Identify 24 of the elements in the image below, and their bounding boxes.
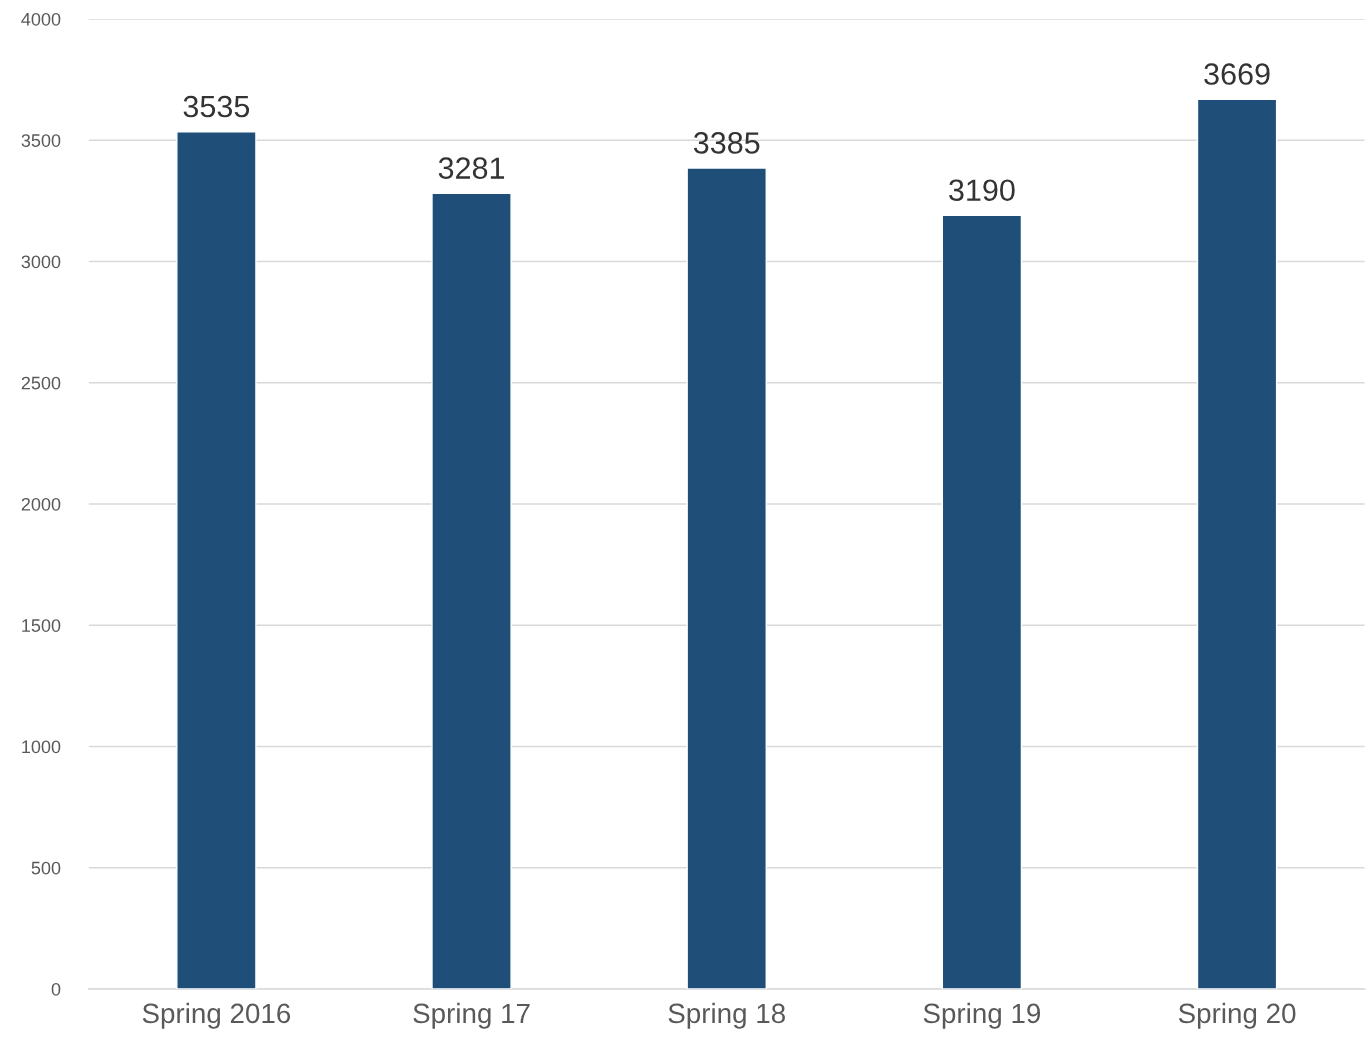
data-label: 3535 <box>183 95 250 118</box>
data-label: 3669 <box>1204 63 1270 85</box>
y-tick-label: 0 <box>51 982 61 996</box>
y-tick-label: 2000 <box>21 497 61 511</box>
y-tick-label: 1000 <box>22 740 61 754</box>
x-tick-label: Spring 18 <box>668 1002 785 1029</box>
bar <box>941 214 1023 989</box>
bar <box>686 167 767 989</box>
y-tick-label: 1500 <box>22 619 61 632</box>
x-tick-label: Spring 19 <box>923 1002 1041 1029</box>
x-tick-label: Spring 2016 <box>142 1002 291 1029</box>
bar <box>1196 98 1278 989</box>
x-tick-label: Spring 20 <box>1178 1002 1296 1029</box>
y-tick-label: 500 <box>31 861 61 875</box>
y-tick-label: 3500 <box>21 134 61 147</box>
bar <box>176 131 257 989</box>
data-label: 3281 <box>438 157 505 179</box>
y-tick-label: 4000 <box>21 12 61 26</box>
data-label: 3190 <box>949 179 1015 202</box>
x-tick-label: Spring 17 <box>413 1002 530 1029</box>
bar <box>431 192 512 989</box>
y-tick-label: 2500 <box>21 376 61 390</box>
y-tick-label: 3000 <box>21 255 61 269</box>
data-label: 3385 <box>693 132 760 154</box>
